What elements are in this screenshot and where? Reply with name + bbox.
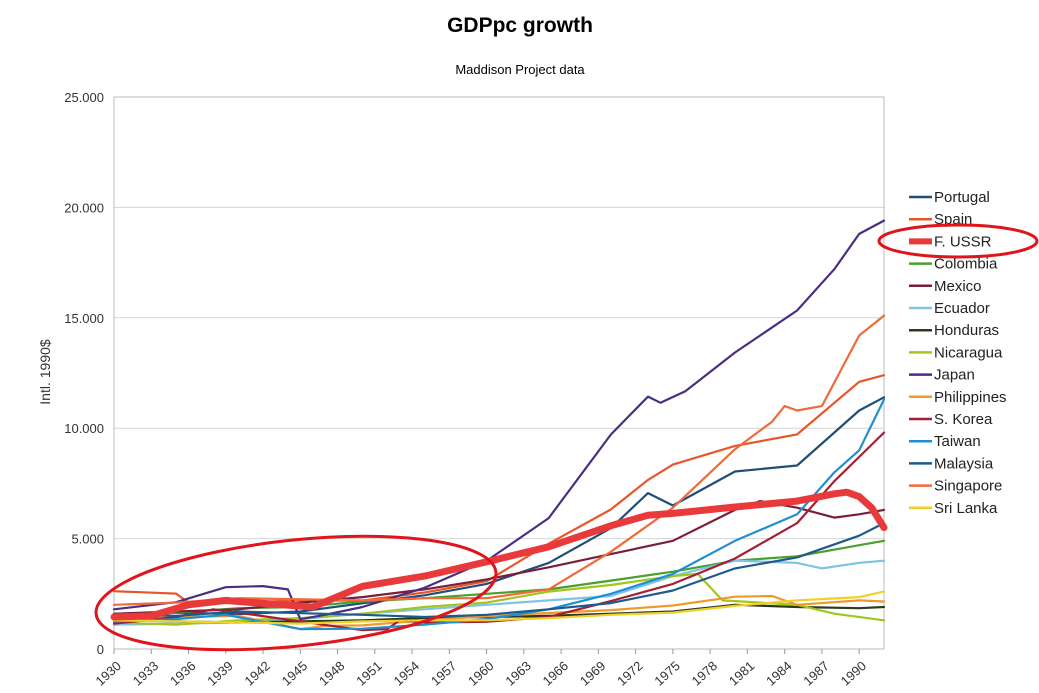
- x-tick-label: 1939: [204, 658, 236, 688]
- legend-label-japan: Japan: [934, 367, 975, 384]
- x-tick-label: 1987: [800, 658, 832, 688]
- x-tick-label: 1957: [428, 658, 460, 688]
- y-tick-label: 10.000: [64, 421, 104, 436]
- legend-label-mexico: Mexico: [934, 278, 982, 295]
- x-tick-label: 1933: [130, 658, 162, 688]
- legend-label-philippines: Philippines: [934, 389, 1007, 406]
- y-tick-label: 25.000: [64, 90, 104, 105]
- series-line-singapore: [112, 314, 886, 606]
- legend-label-s-korea: S. Korea: [934, 411, 993, 428]
- series-line-taiwan: [112, 398, 886, 631]
- chart-title: GDPpc growth: [447, 14, 593, 37]
- plot-area-border: [113, 96, 885, 650]
- x-tick-label: 1948: [316, 658, 348, 688]
- x-tick-label: 1972: [614, 658, 646, 688]
- y-tick-label: 5.000: [71, 532, 104, 547]
- chart-subtitle: Maddison Project data: [455, 62, 585, 77]
- legend-label-colombia: Colombia: [934, 256, 998, 273]
- highlight-ellipse-early-period: [94, 534, 498, 652]
- legend-label-ecuador: Ecuador: [934, 300, 990, 317]
- x-tick-label: 1981: [726, 658, 758, 688]
- y-axis-ticks: 0 5.000 10.000 15.000 20.000 25.000: [64, 90, 104, 657]
- grid-lines: [114, 96, 884, 650]
- series-line-f-ussr: [110, 488, 888, 621]
- legend-label-f-ussr: F. USSR: [934, 233, 992, 250]
- x-tick-label: 1975: [651, 658, 683, 688]
- x-tick-label: 1969: [577, 658, 609, 688]
- highlight-ellipse-legend: [877, 223, 1039, 259]
- y-axis-label: Intl. 1990$: [37, 339, 53, 405]
- y-tick-label: 0: [97, 642, 104, 657]
- y-tick-label: 20.000: [64, 200, 104, 215]
- legend-label-honduras: Honduras: [934, 322, 999, 339]
- x-tick-label: 1960: [465, 658, 497, 688]
- series-lines: [110, 219, 888, 632]
- x-tick-label: 1954: [391, 658, 423, 688]
- series-line-sri-lanka: [112, 590, 886, 625]
- x-tick-label: 1990: [838, 658, 870, 688]
- series-line-portugal: [112, 396, 886, 616]
- y-tick-label: 15.000: [64, 311, 104, 326]
- series-line-malaysia: [112, 522, 886, 619]
- legend-label-singapore: Singapore: [934, 478, 1002, 495]
- series-line-spain: [112, 374, 886, 605]
- x-tick-label: 1930: [92, 658, 124, 688]
- x-tick-label: 1945: [279, 658, 311, 688]
- x-tick-label: 1942: [242, 658, 274, 688]
- x-tick-label: 1951: [353, 658, 385, 688]
- x-tick-label: 1978: [689, 658, 721, 688]
- series-line-japan: [112, 219, 886, 621]
- x-axis-ticks: 1930 1933 1936 1939 1942 1945 1948 1951 1954 1957…: [92, 649, 869, 689]
- legend-label-nicaragua: Nicaragua: [934, 344, 1003, 361]
- x-tick-label: 1936: [167, 658, 199, 688]
- x-tick-label: 1963: [502, 658, 534, 688]
- x-tick-label: 1966: [540, 658, 572, 688]
- x-tick-label: 1984: [763, 658, 795, 688]
- legend-label-sri-lanka: Sri Lanka: [934, 500, 998, 517]
- legend-label-malaysia: Malaysia: [934, 455, 994, 472]
- annotations: [94, 223, 1039, 652]
- legend-label-taiwan: Taiwan: [934, 433, 981, 450]
- legend-label-portugal: Portugal: [934, 189, 990, 206]
